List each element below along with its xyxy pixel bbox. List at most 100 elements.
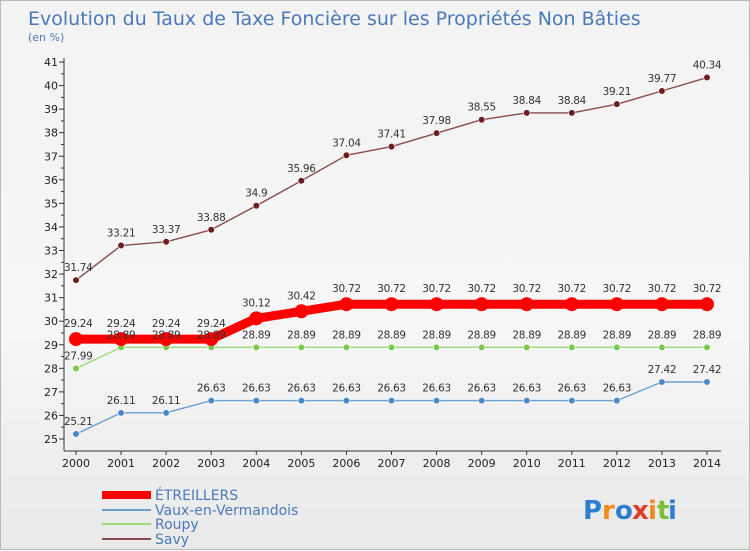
axes: 25 26 27 28 29 30 31 32 33 34 35 36 37 38 39 40 41 2000 20… <box>44 56 721 470</box>
data-point <box>252 396 260 405</box>
data-point <box>654 297 669 312</box>
data-label: 28.89 <box>693 329 722 341</box>
data-point <box>117 241 125 250</box>
data-point <box>703 343 711 351</box>
data-point <box>72 364 80 373</box>
data-point <box>342 151 351 159</box>
data-label: 28.89 <box>467 329 496 341</box>
y-tick-label: 32 <box>44 268 58 281</box>
y-tick-label: 41 <box>44 56 58 69</box>
data-point <box>204 332 219 347</box>
data-point <box>703 73 711 82</box>
logo-letter: t <box>657 496 669 526</box>
data-point <box>432 396 441 405</box>
data-label: 39.21 <box>603 86 632 98</box>
data-label: 28.89 <box>332 329 361 341</box>
data-point <box>474 297 489 312</box>
data-point <box>117 409 125 417</box>
data-label: 28.89 <box>242 329 271 341</box>
data-label: 26.63 <box>242 383 271 395</box>
data-label: 30.72 <box>512 283 541 295</box>
data-point <box>478 396 486 405</box>
x-tick-label: 2012 <box>603 457 631 470</box>
data-point <box>387 142 396 151</box>
data-point <box>658 343 666 351</box>
x-tick-label: 2001 <box>107 457 135 470</box>
data-point <box>72 276 80 284</box>
data-point <box>162 409 170 417</box>
data-label: 38.84 <box>558 95 587 107</box>
data-label: 28.89 <box>648 329 677 341</box>
y-tick-label: 40 <box>44 80 58 93</box>
data-point <box>387 343 396 351</box>
data-label: 30.72 <box>558 283 587 295</box>
data-label: 29.24 <box>64 318 93 330</box>
data-label: 28.89 <box>152 329 181 341</box>
logo-letter: x <box>632 496 649 526</box>
data-label: 28.89 <box>287 329 316 341</box>
data-labels: 29.24 29.24 29.24 29.24 30.12 30.42 30.72 30.72… <box>64 60 722 429</box>
data-label: 26.63 <box>197 383 226 395</box>
y-tick-label: 36 <box>44 174 58 187</box>
data-point <box>339 297 354 312</box>
data-point <box>252 202 260 210</box>
x-tick-label: 2006 <box>332 457 360 470</box>
y-tick-label: 37 <box>44 150 58 163</box>
data-point <box>519 297 534 312</box>
data-label: 30.12 <box>242 297 271 309</box>
data-point <box>700 297 714 312</box>
data-label: 38.55 <box>467 102 496 114</box>
data-label: 30.72 <box>693 283 722 295</box>
data-point <box>568 109 576 117</box>
data-label: 27.99 <box>64 351 93 363</box>
data-label: 31.74 <box>64 262 93 274</box>
data-point <box>658 378 666 386</box>
data-point <box>613 396 621 405</box>
data-point <box>69 332 83 347</box>
data-label: 30.72 <box>422 283 451 295</box>
x-tick-label: 2005 <box>287 457 315 470</box>
data-label: 26.63 <box>603 383 632 395</box>
legend-label: Vaux-en-Vermandois <box>155 503 298 519</box>
data-point <box>384 297 399 312</box>
data-point <box>342 396 351 405</box>
data-label: 28.89 <box>377 329 406 341</box>
logo-letter: i <box>648 496 657 526</box>
data-point <box>252 343 260 351</box>
data-label: 39.77 <box>648 73 677 85</box>
data-point <box>568 396 576 405</box>
data-label: 30.72 <box>603 283 632 295</box>
data-point <box>609 297 624 312</box>
y-tick-label: 34 <box>44 221 58 234</box>
data-point <box>342 343 351 351</box>
y-tick-label: 38 <box>44 127 58 140</box>
data-label: 40.34 <box>693 60 722 72</box>
data-point <box>523 396 531 405</box>
data-label: 37.04 <box>332 137 361 149</box>
data-point <box>478 116 486 124</box>
y-tick-label: 35 <box>44 197 58 210</box>
data-label: 26.63 <box>467 383 496 395</box>
data-label: 25.21 <box>64 416 93 428</box>
legend-label: Roupy <box>155 517 199 533</box>
data-label: 37.41 <box>377 129 406 141</box>
data-label: 28.89 <box>603 329 632 341</box>
y-tick-label: 25 <box>44 433 58 446</box>
data-point <box>429 297 444 312</box>
data-label: 30.72 <box>377 283 406 295</box>
data-point <box>249 311 264 326</box>
y-tick-label: 29 <box>44 339 58 352</box>
data-label: 26.63 <box>287 383 316 395</box>
x-tick-label: 2002 <box>152 457 180 470</box>
logo-letter: i <box>668 496 677 526</box>
data-label: 29.24 <box>197 318 226 330</box>
data-label: 26.63 <box>558 383 587 395</box>
x-tick-label: 2010 <box>513 457 541 470</box>
data-label: 28.89 <box>197 329 226 341</box>
data-label: 35.96 <box>287 163 316 175</box>
data-point <box>114 332 129 347</box>
data-label: 29.24 <box>107 318 136 330</box>
